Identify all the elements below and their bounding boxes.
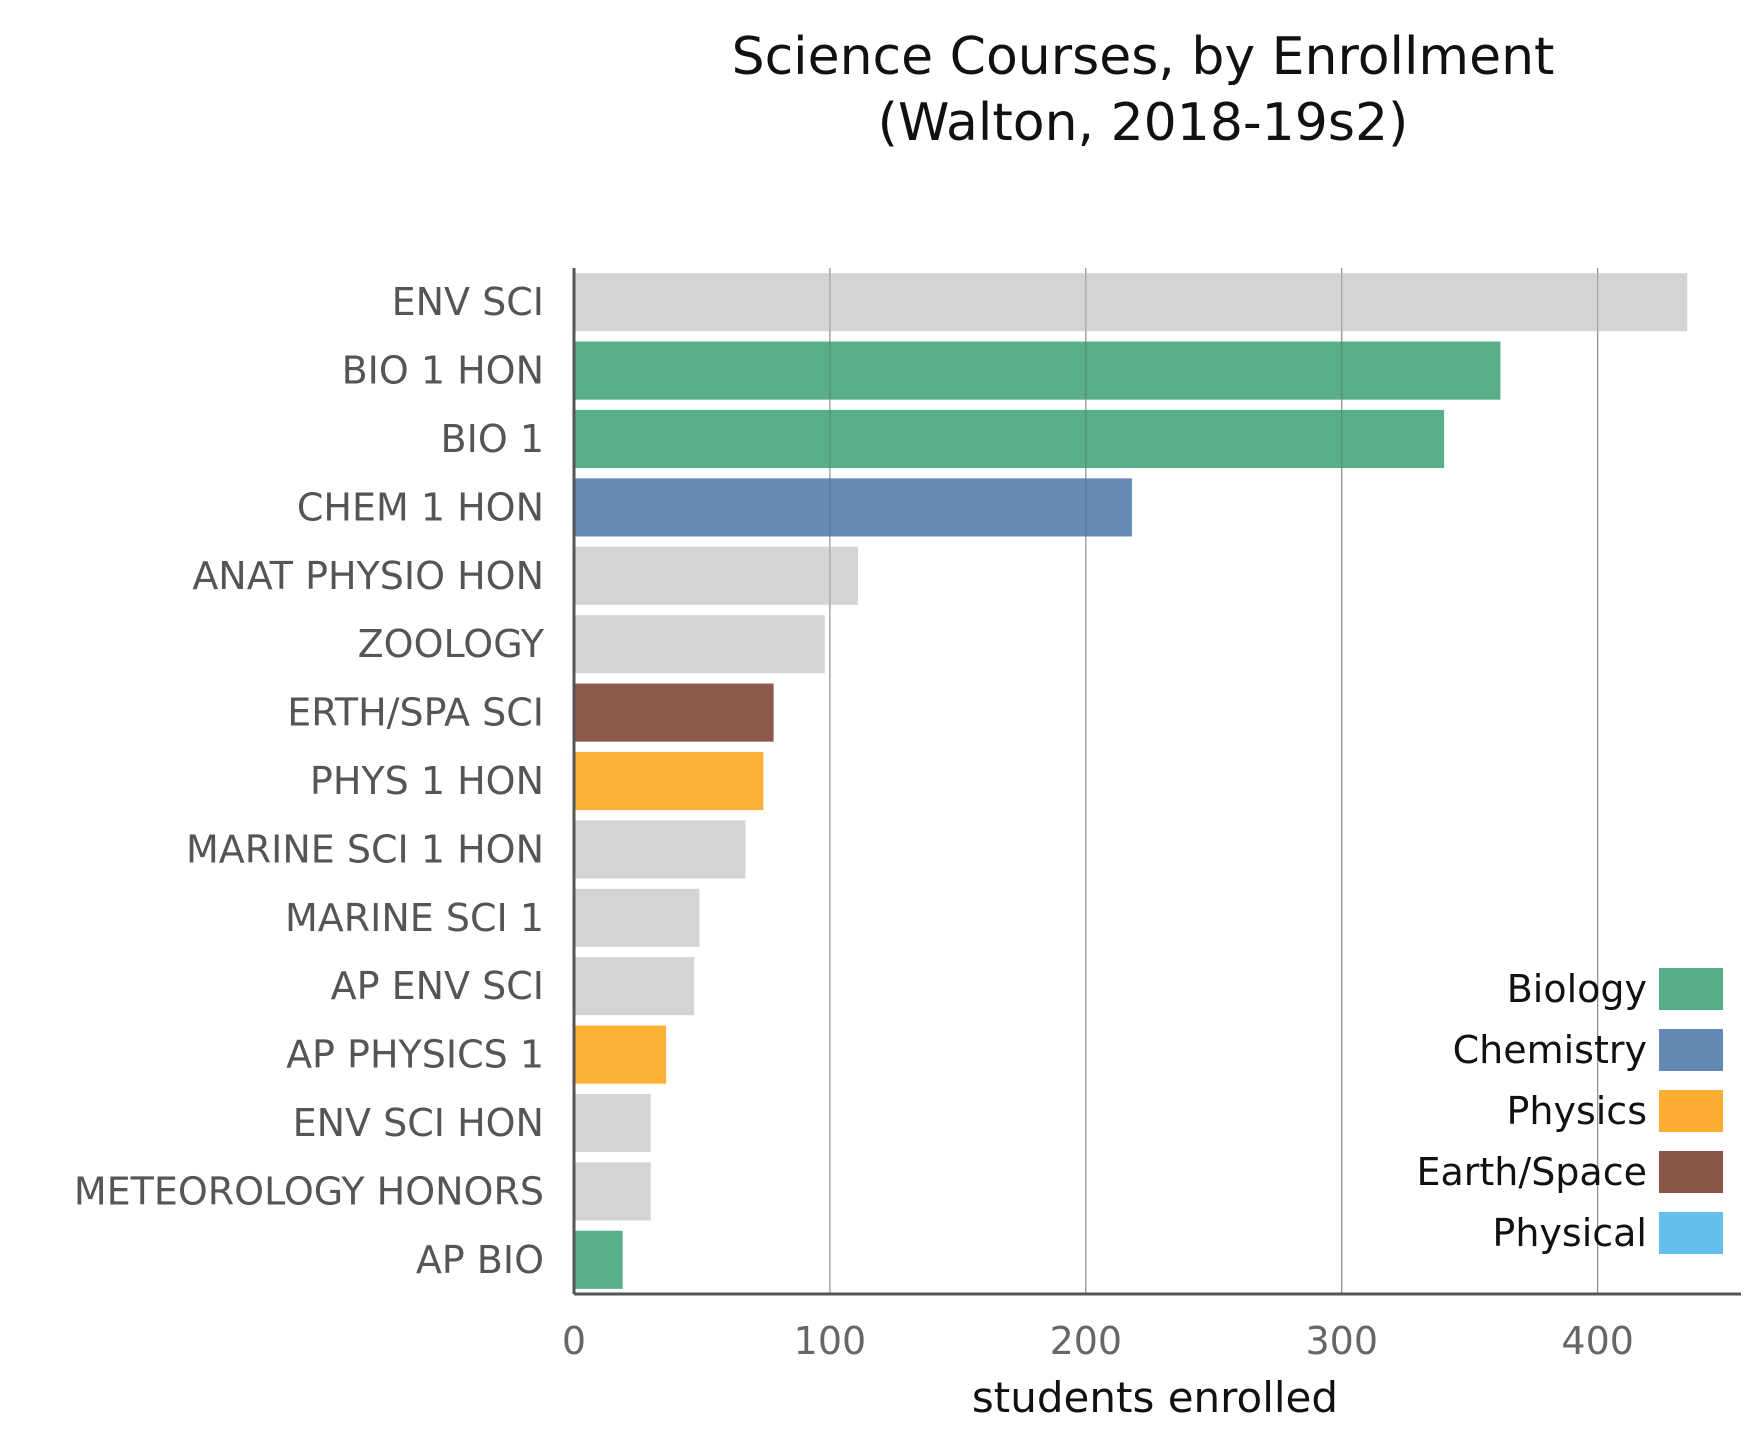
legend-swatch bbox=[1659, 1029, 1723, 1071]
category-label: BIO 1 HON bbox=[342, 349, 544, 393]
bar bbox=[574, 820, 746, 879]
legend-label: Physical bbox=[1492, 1211, 1647, 1255]
category-label: ANAT PHYSIO HON bbox=[192, 554, 544, 598]
category-label: ENV SCI HON bbox=[293, 1101, 544, 1145]
chart-title-line-2: (Walton, 2018-19s2) bbox=[878, 93, 1409, 153]
category-label: METEOROLOGY HONORS bbox=[74, 1169, 544, 1213]
category-label: ZOOLOGY bbox=[358, 622, 545, 666]
legend-swatch bbox=[1659, 1090, 1723, 1132]
bar bbox=[574, 1230, 623, 1289]
bar bbox=[574, 615, 825, 674]
x-tick-label: 0 bbox=[562, 1319, 586, 1363]
x-tick-label: 200 bbox=[1050, 1319, 1123, 1363]
category-label: AP PHYSICS 1 bbox=[286, 1033, 544, 1077]
bar bbox=[574, 478, 1132, 537]
bar bbox=[574, 546, 859, 605]
legend-swatch bbox=[1659, 968, 1723, 1010]
legend-label: Biology bbox=[1507, 967, 1647, 1011]
legend: Biology Chemistry Physics Earth/Space Physic… bbox=[1416, 967, 1723, 1255]
bars bbox=[574, 273, 1688, 1289]
x-tick-labels: 0 100 200 300 400 bbox=[562, 1319, 1634, 1363]
x-axis-title: students enrolled bbox=[972, 1373, 1338, 1422]
legend-swatch bbox=[1659, 1212, 1723, 1254]
bar bbox=[574, 409, 1445, 469]
category-label: PHYS 1 HON bbox=[310, 759, 544, 803]
x-tick-label: 400 bbox=[1561, 1319, 1634, 1363]
legend-swatch bbox=[1659, 1151, 1723, 1193]
bar bbox=[574, 683, 774, 742]
bar bbox=[574, 1093, 651, 1153]
bar bbox=[574, 1025, 667, 1084]
category-label: AP BIO bbox=[416, 1238, 544, 1282]
category-label: BIO 1 bbox=[441, 417, 544, 461]
bar bbox=[574, 273, 1688, 332]
category-label: MARINE SCI 1 bbox=[285, 896, 544, 940]
legend-label: Chemistry bbox=[1453, 1028, 1647, 1072]
chart-title-line-1: Science Courses, by Enrollment bbox=[732, 27, 1555, 87]
bar bbox=[574, 751, 764, 811]
category-label: ERTH/SPA SCI bbox=[287, 691, 544, 735]
category-label: ENV SCI bbox=[392, 280, 544, 324]
x-tick-label: 100 bbox=[794, 1319, 867, 1363]
category-label: AP ENV SCI bbox=[331, 964, 544, 1008]
legend-label: Earth/Space bbox=[1416, 1150, 1647, 1194]
bar bbox=[574, 957, 695, 1016]
category-labels: ENV SCI BIO 1 HON BIO 1 CHEM 1 HON ANAT PHYS… bbox=[74, 280, 545, 1282]
bar bbox=[574, 341, 1501, 400]
category-label: CHEM 1 HON bbox=[297, 485, 544, 529]
x-tick-label: 300 bbox=[1305, 1319, 1378, 1363]
category-label: MARINE SCI 1 HON bbox=[186, 827, 544, 871]
bar bbox=[574, 888, 700, 947]
bar bbox=[574, 1162, 651, 1221]
legend-label: Physics bbox=[1506, 1089, 1647, 1133]
gridlines-overlay bbox=[829, 268, 1599, 1294]
